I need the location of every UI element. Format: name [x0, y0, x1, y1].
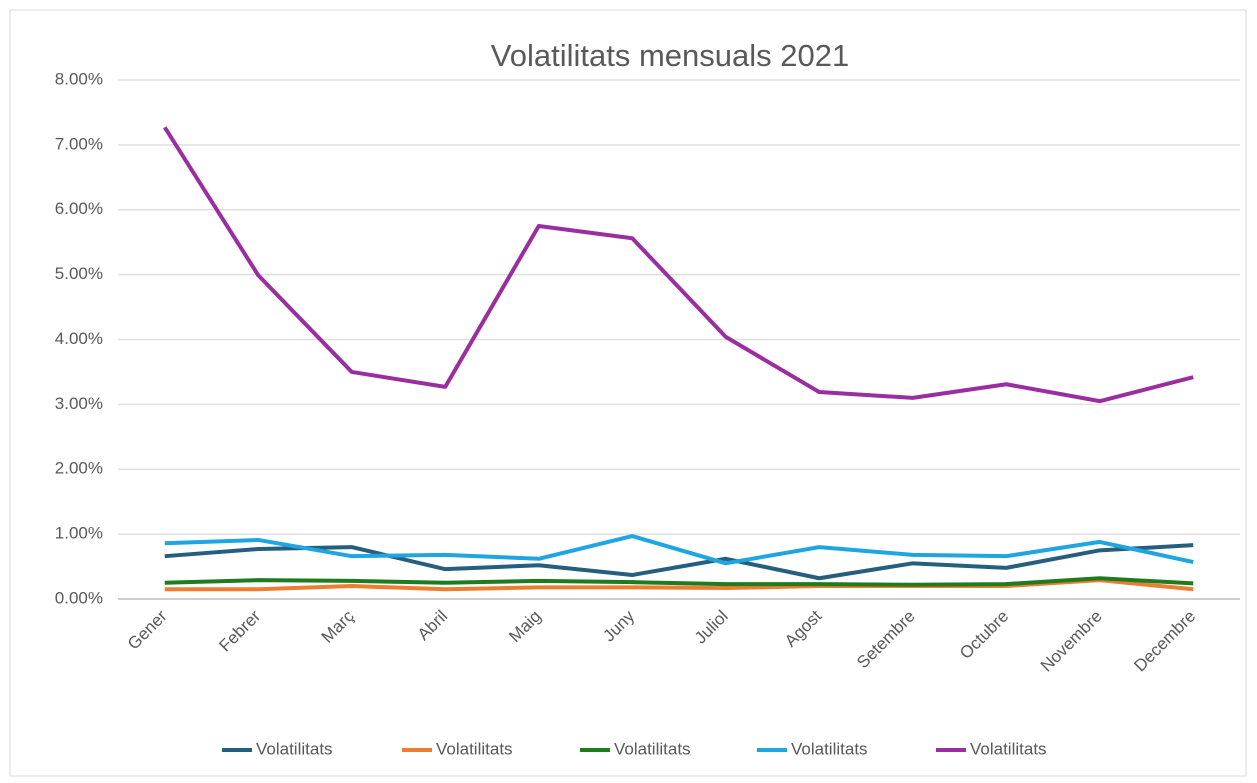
y-tick-label: 4.00%: [55, 329, 103, 348]
y-tick-label: 5.00%: [55, 264, 103, 283]
y-tick-label: 7.00%: [55, 134, 103, 153]
legend-label: Volatilitats: [436, 739, 513, 758]
legend-label: Volatilitats: [614, 739, 691, 758]
chart-border: [9, 9, 1247, 777]
y-tick-label: 0.00%: [55, 588, 103, 607]
legend-label: Volatilitats: [791, 739, 868, 758]
y-tick-label: 6.00%: [55, 199, 103, 218]
legend-label: Volatilitats: [970, 739, 1047, 758]
series-line: [164, 534, 1194, 566]
series-line: [163, 126, 1194, 404]
y-tick-label: 8.00%: [55, 69, 103, 88]
y-tick-label: 2.00%: [55, 459, 103, 478]
series-line: [164, 543, 1194, 581]
chart-title: Volatilitats mensuals 2021: [491, 38, 849, 73]
y-tick-label: 3.00%: [55, 394, 103, 413]
legend-label: Volatilitats: [256, 739, 333, 758]
y-tick-label: 1.00%: [55, 524, 103, 543]
series-line: [164, 576, 1194, 587]
